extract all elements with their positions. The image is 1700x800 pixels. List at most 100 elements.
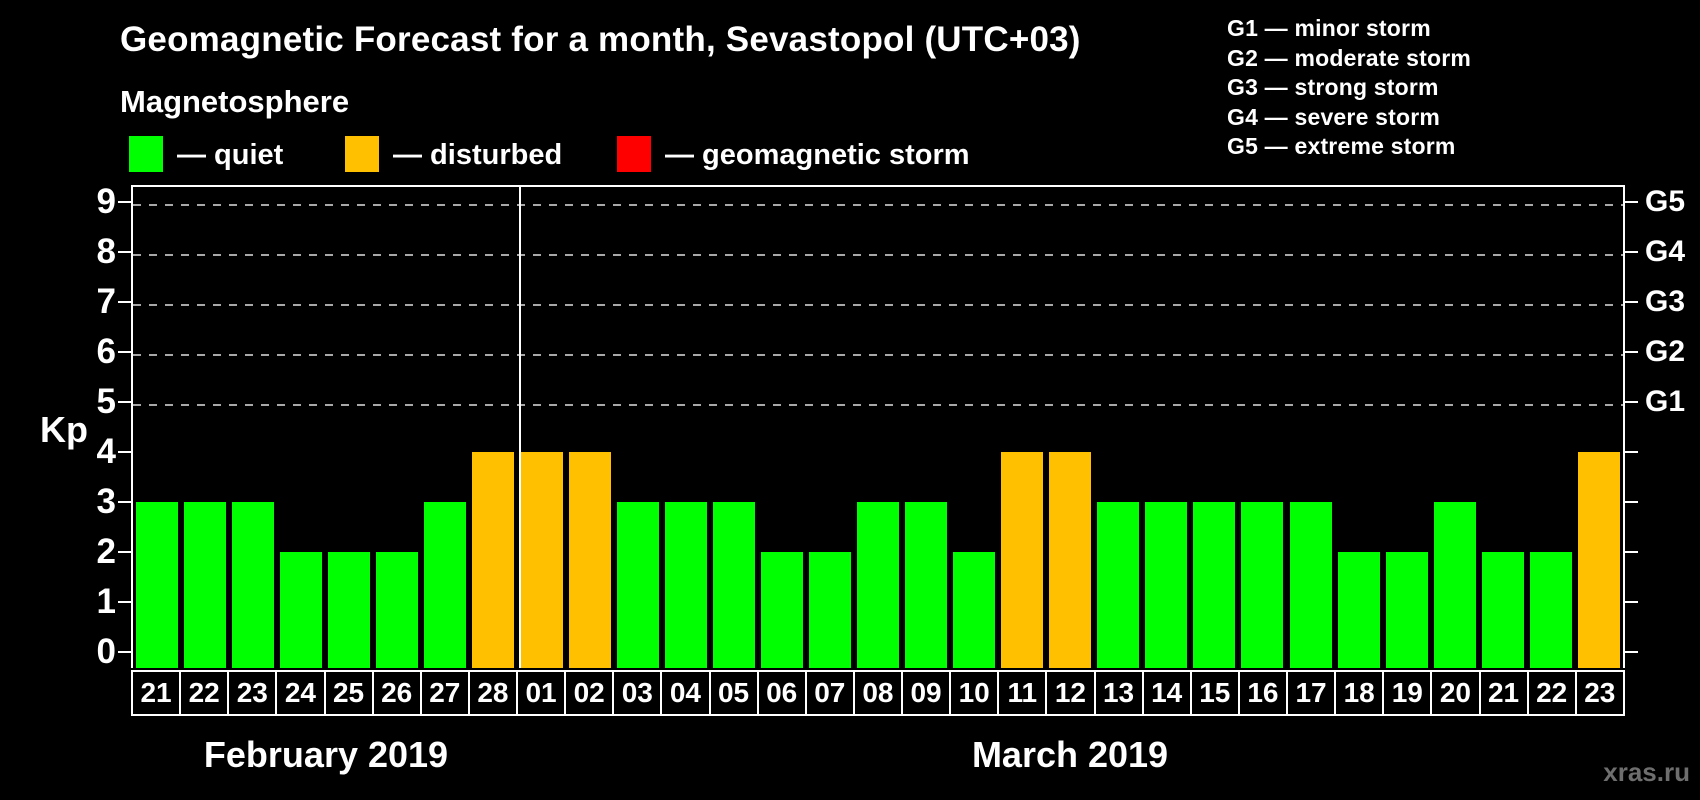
month-label-february: February 2019 [203, 734, 449, 775]
kp-bar-day-26 [376, 552, 419, 668]
left-axis-tick-kp8 [118, 251, 131, 253]
grid-line-kp6 [133, 354, 1623, 356]
kp-bar-day-13 [1097, 502, 1140, 668]
day-label-09: 09 [901, 670, 952, 716]
right-axis-tick-kp8 [1625, 251, 1638, 253]
day-label-03: 03 [612, 670, 663, 716]
left-axis-tick-kp1 [118, 601, 131, 603]
g1-legend-line: G1 — minor storm [1227, 15, 1431, 41]
bar-cell [806, 187, 854, 668]
bar-cell [1287, 187, 1335, 668]
g-axis-label-g1: G1 [1645, 385, 1686, 418]
kp-bar-day-08 [856, 502, 899, 668]
y-axis-tick-label-9: 9 [96, 182, 116, 221]
left-axis-tick-kp4 [118, 451, 131, 453]
kp-bar-day-18 [1337, 552, 1380, 668]
right-axis-tick-kp5 [1625, 401, 1638, 403]
day-label-17: 17 [1286, 670, 1337, 716]
kp-bar-day-14 [1145, 502, 1188, 668]
bar-cell [133, 187, 181, 668]
day-label-16: 16 [1237, 670, 1288, 716]
kp-bar-day-09 [905, 502, 948, 668]
left-axis-tick-kp3 [118, 501, 131, 503]
y-axis-tick-label-5: 5 [96, 382, 116, 421]
kp-bar-day-27 [424, 502, 467, 668]
bar-cell [373, 187, 421, 668]
bar-cell [325, 187, 373, 668]
g4-legend-line: G4 — severe storm [1227, 103, 1441, 130]
y-axis-tick-label-4: 4 [96, 432, 116, 471]
bar-cell [518, 187, 566, 668]
kp-bar-day-25 [328, 552, 371, 668]
bar-cell [469, 187, 517, 668]
day-label-26: 26 [371, 670, 422, 716]
kp-axis-label: Kp [40, 409, 88, 450]
y-axis-tick-label-2: 2 [96, 532, 116, 571]
bar-cell [1335, 187, 1383, 668]
day-label-05: 05 [708, 670, 759, 716]
bar-cell [662, 187, 710, 668]
bars-layer [133, 187, 1623, 668]
left-axis-tick-kp0 [118, 651, 131, 653]
bar-cell [1190, 187, 1238, 668]
kp-bar-day-11 [1001, 452, 1044, 668]
g3-legend-line: G3 — strong storm [1227, 74, 1439, 100]
day-label-01: 01 [516, 670, 567, 716]
g-axis-label-g4: G4 [1645, 235, 1686, 268]
day-label-22: 22 [179, 670, 230, 716]
bar-cell [1575, 187, 1623, 668]
bar-cell [277, 187, 325, 668]
kp-bar-day-23 [232, 502, 275, 668]
day-label-06: 06 [756, 670, 807, 716]
bar-cell [1046, 187, 1094, 668]
bar-cell [1431, 187, 1479, 668]
day-label-12: 12 [1045, 670, 1096, 716]
right-axis-tick-kp9 [1625, 201, 1638, 203]
bar-cell [1383, 187, 1431, 668]
day-label-23: 23 [227, 670, 278, 716]
kp-bar-day-10 [953, 552, 996, 668]
bar-cell [229, 187, 277, 668]
day-label-24: 24 [275, 670, 326, 716]
g-axis-label-g5: G5 [1645, 185, 1686, 218]
g-axis-label-g2: G2 [1645, 335, 1686, 368]
right-axis-tick-kp3 [1625, 501, 1638, 503]
bar-cell [902, 187, 950, 668]
y-axis-tick-label-1: 1 [96, 582, 116, 621]
day-axis-row: 21 22 23 24 25 26 27 28 01 02 03 04 05 06 07 08 09 10 11 12… [131, 670, 1625, 716]
magnetosphere-label: Magnetosphere [120, 84, 350, 119]
bar-cell [758, 187, 806, 668]
y-axis-tick-label-0: 0 [96, 632, 116, 671]
day-label-08: 08 [852, 670, 903, 716]
left-axis-tick-kp5 [118, 401, 131, 403]
day-label-19: 19 [1382, 670, 1433, 716]
day-label-07: 07 [804, 670, 855, 716]
kp-bar-day-06 [760, 552, 803, 668]
kp-bar-day-22 [1529, 552, 1572, 668]
day-label-21: 21 [131, 670, 182, 716]
bar-cell [950, 187, 998, 668]
day-label-11: 11 [997, 670, 1048, 716]
bar-cell [1527, 187, 1575, 668]
watermark: xras.ru [1603, 757, 1690, 787]
g-axis-label-g3: G3 [1645, 285, 1686, 318]
kp-bar-day-12 [1049, 452, 1092, 668]
grid-line-kp7 [133, 304, 1623, 306]
grid-line-kp9 [133, 204, 1623, 206]
y-axis-tick-label-3: 3 [96, 482, 116, 521]
bar-cell [1094, 187, 1142, 668]
day-label-27: 27 [419, 670, 470, 716]
storm-legend-swatch [617, 136, 651, 172]
bar-cell [566, 187, 614, 668]
g-scale-legend: G1 — minor storm G2 — moderate storm G3 … [1227, 14, 1471, 162]
kp-bar-day-04 [664, 502, 707, 668]
grid-line-kp8 [133, 254, 1623, 256]
left-axis-tick-kp7 [118, 301, 131, 303]
day-label-23: 23 [1574, 670, 1625, 716]
kp-bar-day-01 [520, 452, 563, 668]
day-label-21: 21 [1478, 670, 1529, 716]
day-label-25: 25 [323, 670, 374, 716]
month-separator-line [519, 187, 521, 668]
kp-bar-day-22 [184, 502, 227, 668]
y-axis-tick-label-7: 7 [96, 282, 116, 321]
